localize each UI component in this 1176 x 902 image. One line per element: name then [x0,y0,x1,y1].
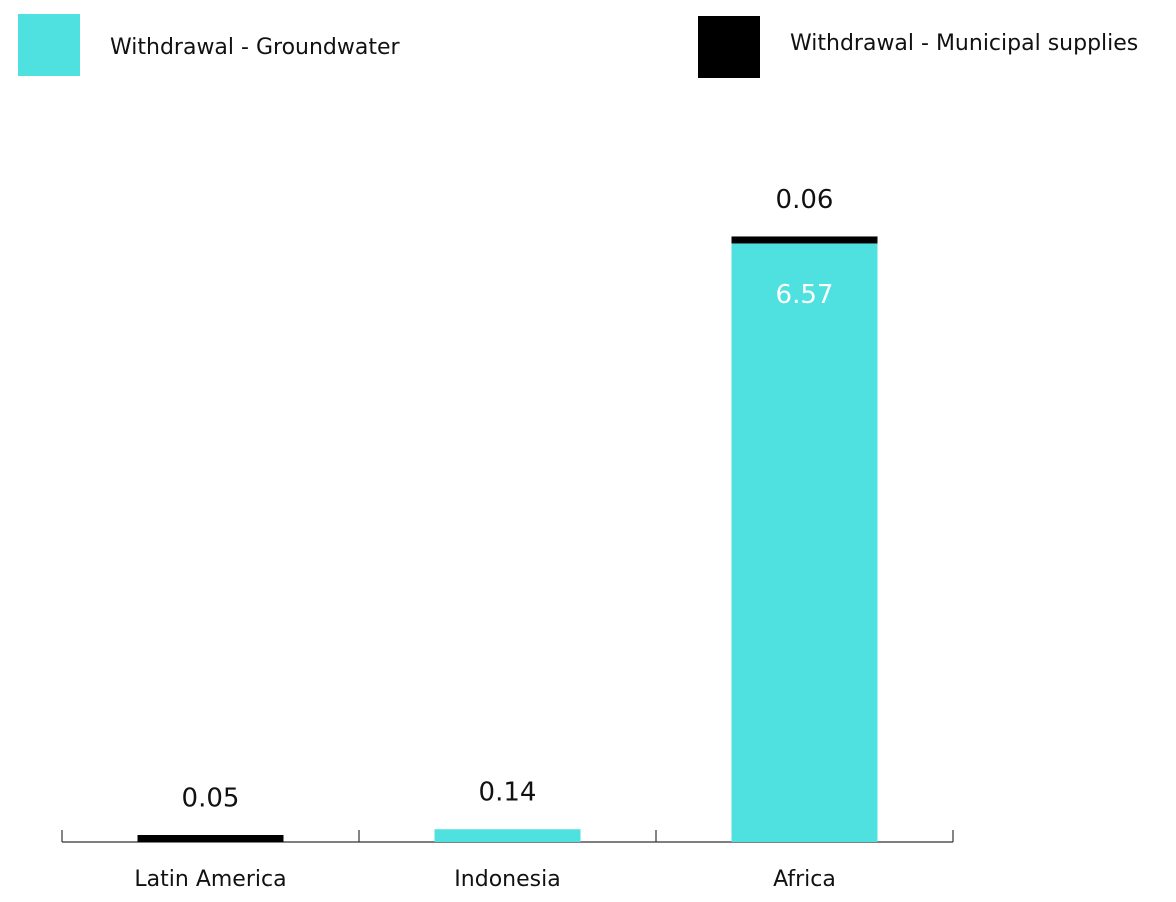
legend-swatch [698,16,760,78]
bar-segment [731,243,878,842]
x-tick-label: Indonesia [454,867,560,892]
value-label: 0.06 [776,185,834,215]
bar-segment [137,835,284,842]
bar-segment [731,236,878,244]
legend-label: Withdrawal - Groundwater [110,35,401,60]
x-tick-label: Latin America [134,867,286,892]
value-label: 0.14 [479,778,537,808]
value-label: 6.57 [776,280,834,310]
legend-label: Withdrawal - Municipal supplies [790,31,1138,56]
value-label: 0.05 [182,784,240,814]
bar-segment [434,829,581,842]
legend-swatch [18,14,80,76]
x-tick-label: Africa [773,867,836,892]
